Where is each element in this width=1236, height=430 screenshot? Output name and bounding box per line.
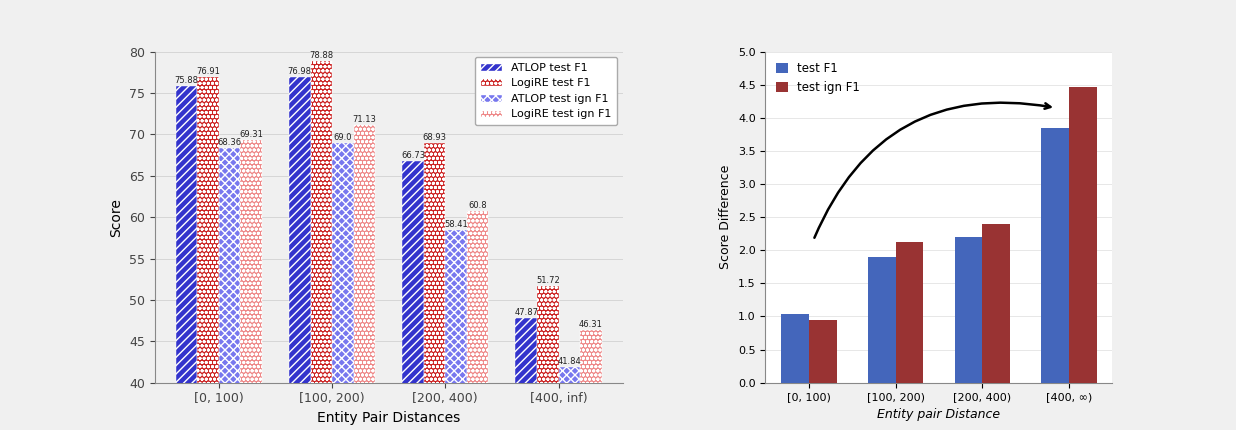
Y-axis label: Score: Score <box>109 198 124 237</box>
Text: 68.36: 68.36 <box>218 138 241 147</box>
Y-axis label: Score Difference: Score Difference <box>719 165 733 269</box>
Text: 51.72: 51.72 <box>536 276 560 285</box>
Bar <box>868 257 896 383</box>
Bar <box>176 86 198 430</box>
Text: 76.91: 76.91 <box>197 67 220 76</box>
Bar <box>1069 87 1096 383</box>
X-axis label: Entity pair Distance: Entity pair Distance <box>878 408 1000 421</box>
Bar <box>198 77 219 430</box>
Text: 76.98: 76.98 <box>288 67 311 76</box>
Bar <box>310 61 332 430</box>
Text: 75.88: 75.88 <box>174 76 199 85</box>
Text: 58.41: 58.41 <box>444 220 468 229</box>
Bar <box>781 314 810 383</box>
Bar <box>332 143 353 430</box>
Bar <box>445 230 467 430</box>
Bar <box>559 368 580 430</box>
Text: 66.73: 66.73 <box>400 151 425 160</box>
Bar <box>1041 128 1069 383</box>
Bar <box>219 148 240 430</box>
Text: 69.0: 69.0 <box>334 133 352 141</box>
Text: 78.88: 78.88 <box>309 51 334 60</box>
Bar <box>983 224 1010 383</box>
Legend: test F1, test ign F1: test F1, test ign F1 <box>771 58 865 99</box>
Legend: ATLOP test F1, LogiRE test F1, ATLOP test ign F1, LogiRE test ign F1: ATLOP test F1, LogiRE test F1, ATLOP tes… <box>475 57 617 125</box>
Text: 41.84: 41.84 <box>557 357 581 366</box>
Text: 60.8: 60.8 <box>468 200 487 209</box>
Bar <box>240 140 262 430</box>
Bar <box>954 237 983 383</box>
Bar <box>424 143 445 430</box>
Text: 47.87: 47.87 <box>514 307 538 316</box>
Bar <box>515 318 536 430</box>
Bar <box>536 286 559 430</box>
Bar <box>353 125 375 430</box>
Bar <box>810 320 837 383</box>
Text: 46.31: 46.31 <box>578 320 603 329</box>
Bar <box>896 242 923 383</box>
Bar <box>580 331 602 430</box>
Bar <box>467 211 488 430</box>
Text: 68.93: 68.93 <box>423 133 446 142</box>
Text: 69.31: 69.31 <box>239 130 263 139</box>
X-axis label: Entity Pair Distances: Entity Pair Distances <box>318 411 460 425</box>
Bar <box>402 161 424 430</box>
Text: 71.13: 71.13 <box>352 115 376 124</box>
Bar <box>289 77 310 430</box>
